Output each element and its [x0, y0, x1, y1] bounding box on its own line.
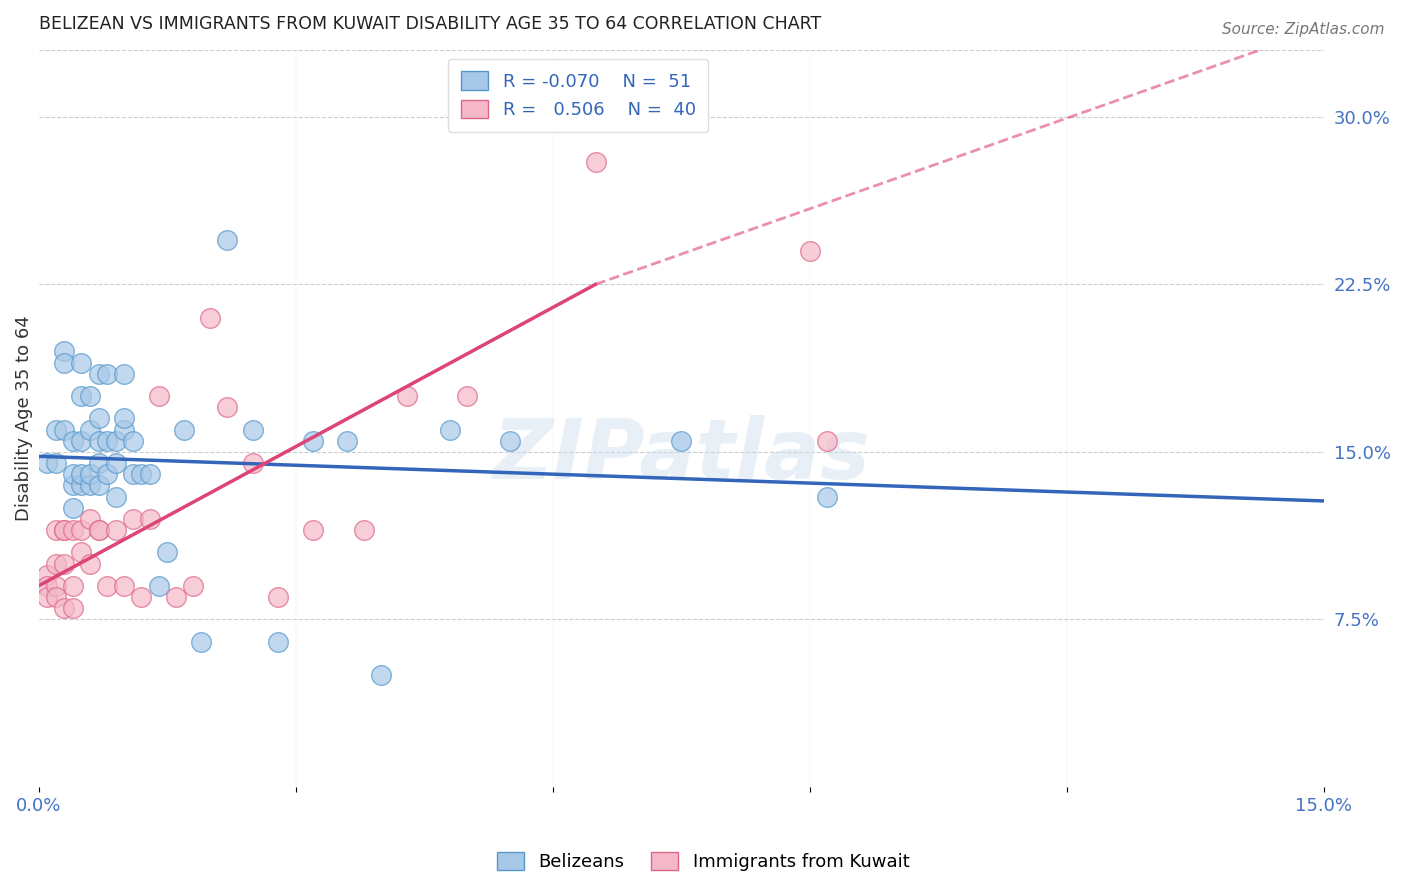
Point	[45, 590, 67, 604]
Point	[121, 434, 143, 448]
Point	[104, 523, 127, 537]
Point	[456, 389, 478, 403]
Point	[53, 523, 76, 537]
Point	[45, 523, 67, 537]
Point	[62, 434, 84, 448]
Point	[87, 523, 110, 537]
Point	[148, 579, 170, 593]
Point	[131, 590, 153, 604]
Point	[70, 389, 93, 403]
Point	[87, 411, 110, 425]
Point	[267, 590, 290, 604]
Point	[181, 579, 204, 593]
Point	[53, 344, 76, 359]
Point	[45, 456, 67, 470]
Point	[70, 523, 93, 537]
Point	[62, 523, 84, 537]
Point	[439, 423, 461, 437]
Point	[87, 523, 110, 537]
Point	[156, 545, 179, 559]
Point	[70, 545, 93, 559]
Point	[53, 355, 76, 369]
Y-axis label: Disability Age 35 to 64: Disability Age 35 to 64	[15, 316, 32, 521]
Point	[585, 154, 607, 169]
Point	[242, 456, 264, 470]
Point	[96, 367, 118, 381]
Point	[45, 579, 67, 593]
Point	[112, 367, 135, 381]
Point	[62, 478, 84, 492]
Point	[671, 434, 693, 448]
Point	[37, 590, 59, 604]
Point	[79, 557, 101, 571]
Point	[62, 579, 84, 593]
Point	[217, 400, 239, 414]
Point	[148, 389, 170, 403]
Point	[96, 579, 118, 593]
Point	[217, 233, 239, 247]
Point	[79, 423, 101, 437]
Point	[53, 601, 76, 615]
Point	[815, 490, 838, 504]
Point	[70, 434, 93, 448]
Point	[395, 389, 418, 403]
Point	[165, 590, 187, 604]
Point	[799, 244, 821, 258]
Point	[37, 456, 59, 470]
Point	[53, 557, 76, 571]
Text: Source: ZipAtlas.com: Source: ZipAtlas.com	[1222, 22, 1385, 37]
Legend: Belizeans, Immigrants from Kuwait: Belizeans, Immigrants from Kuwait	[489, 845, 917, 879]
Point	[104, 456, 127, 470]
Point	[139, 512, 162, 526]
Point	[96, 467, 118, 482]
Point	[45, 557, 67, 571]
Point	[79, 467, 101, 482]
Point	[131, 467, 153, 482]
Point	[301, 523, 323, 537]
Point	[267, 634, 290, 648]
Point	[104, 490, 127, 504]
Point	[62, 500, 84, 515]
Text: BELIZEAN VS IMMIGRANTS FROM KUWAIT DISABILITY AGE 35 TO 64 CORRELATION CHART: BELIZEAN VS IMMIGRANTS FROM KUWAIT DISAB…	[38, 15, 821, 33]
Text: ZIPatlas: ZIPatlas	[492, 415, 870, 496]
Point	[121, 512, 143, 526]
Point	[242, 423, 264, 437]
Point	[53, 523, 76, 537]
Point	[198, 310, 221, 325]
Point	[173, 423, 195, 437]
Point	[336, 434, 359, 448]
Point	[53, 423, 76, 437]
Point	[62, 601, 84, 615]
Point	[112, 423, 135, 437]
Point	[301, 434, 323, 448]
Point	[370, 668, 392, 682]
Point	[70, 355, 93, 369]
Point	[87, 478, 110, 492]
Point	[62, 467, 84, 482]
Point	[79, 512, 101, 526]
Legend: R = -0.070    N =  51, R =   0.506    N =  40: R = -0.070 N = 51, R = 0.506 N = 40	[449, 59, 709, 132]
Point	[37, 579, 59, 593]
Point	[96, 434, 118, 448]
Point	[37, 567, 59, 582]
Point	[112, 411, 135, 425]
Point	[815, 434, 838, 448]
Point	[45, 423, 67, 437]
Point	[353, 523, 375, 537]
Point	[139, 467, 162, 482]
Point	[121, 467, 143, 482]
Point	[190, 634, 212, 648]
Point	[87, 367, 110, 381]
Point	[104, 434, 127, 448]
Point	[87, 434, 110, 448]
Point	[70, 478, 93, 492]
Point	[87, 456, 110, 470]
Point	[112, 579, 135, 593]
Point	[499, 434, 522, 448]
Point	[79, 389, 101, 403]
Point	[79, 478, 101, 492]
Point	[70, 467, 93, 482]
